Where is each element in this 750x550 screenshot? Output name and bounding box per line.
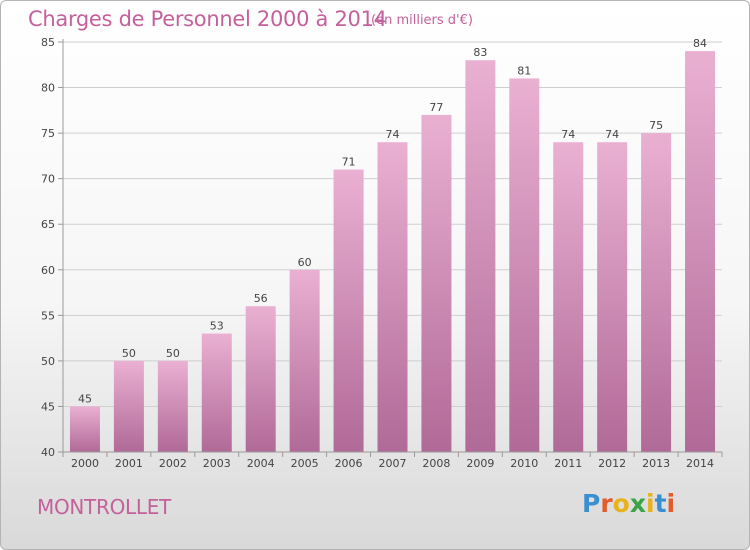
x-tick-label: 2002 bbox=[159, 457, 187, 470]
x-tick-label: 2013 bbox=[642, 457, 670, 470]
x-tick-label: 2004 bbox=[247, 457, 275, 470]
proxiti-logo[interactable]: Proxiti bbox=[582, 489, 675, 518]
bar-2008[interactable] bbox=[421, 114, 452, 452]
bar-value-label: 50 bbox=[122, 347, 136, 360]
bar-2003[interactable] bbox=[201, 333, 232, 452]
x-tick-label: 2011 bbox=[554, 457, 582, 470]
x-tick-label: 2006 bbox=[335, 457, 363, 470]
x-tick-label: 2001 bbox=[115, 457, 143, 470]
labels: 40 45 50 55 60 65 70 75 80 85 45 2000 50 2001 50 2002 53… bbox=[41, 36, 714, 470]
bar-value-label: 56 bbox=[254, 292, 268, 305]
bar-2006[interactable] bbox=[333, 169, 364, 453]
x-tick-label: 2012 bbox=[598, 457, 626, 470]
axes bbox=[58, 39, 723, 457]
x-tick-label: 2014 bbox=[686, 457, 714, 470]
bar-2001[interactable] bbox=[113, 360, 144, 452]
logo-letter: x bbox=[629, 489, 646, 518]
logo-letter: o bbox=[612, 489, 630, 518]
x-tick-label: 2008 bbox=[422, 457, 450, 470]
logo-letter: i bbox=[666, 489, 676, 518]
bar-value-label: 74 bbox=[605, 128, 619, 141]
x-tick-label: 2009 bbox=[466, 457, 494, 470]
y-tick-label: 85 bbox=[41, 36, 55, 49]
bar-2000[interactable] bbox=[69, 406, 100, 452]
y-tick-label: 45 bbox=[41, 400, 55, 413]
bar-2011[interactable] bbox=[553, 142, 584, 452]
bar-2014[interactable] bbox=[685, 51, 716, 452]
bar-value-label: 50 bbox=[166, 347, 180, 360]
bar-2002[interactable] bbox=[157, 360, 188, 452]
logo-letter: r bbox=[600, 489, 613, 518]
bar-2013[interactable] bbox=[641, 133, 672, 452]
chart-subtitle: (en milliers d'€) bbox=[371, 13, 473, 28]
bar-2004[interactable] bbox=[245, 306, 276, 452]
x-tick-label: 2010 bbox=[510, 457, 538, 470]
x-tick-label: 2003 bbox=[203, 457, 231, 470]
bar-value-label: 84 bbox=[693, 37, 707, 50]
y-tick-label: 80 bbox=[41, 82, 55, 95]
y-tick-label: 75 bbox=[41, 127, 55, 140]
bar-value-label: 83 bbox=[473, 46, 487, 59]
bar-value-label: 71 bbox=[342, 156, 356, 169]
bar-2012[interactable] bbox=[597, 142, 628, 452]
bar-value-label: 81 bbox=[517, 64, 531, 77]
bar-2010[interactable] bbox=[509, 78, 540, 452]
logo-letter: i bbox=[646, 489, 655, 518]
y-tick-label: 55 bbox=[41, 309, 55, 322]
bar-value-label: 74 bbox=[386, 128, 400, 141]
bar-value-label: 75 bbox=[649, 119, 663, 132]
bar-2009[interactable] bbox=[465, 60, 496, 452]
bar-value-label: 60 bbox=[298, 256, 312, 269]
y-tick-label: 50 bbox=[41, 355, 55, 368]
y-tick-label: 65 bbox=[41, 218, 55, 231]
bar-value-label: 77 bbox=[429, 101, 443, 114]
x-tick-label: 2007 bbox=[379, 457, 407, 470]
y-tick-label: 40 bbox=[41, 446, 55, 459]
bar-2007[interactable] bbox=[377, 142, 408, 452]
bar-value-label: 53 bbox=[210, 320, 224, 333]
chart-title: Charges de Personnel 2000 à 2014 bbox=[28, 7, 387, 31]
y-tick-label: 70 bbox=[41, 173, 55, 186]
commune-name: MONTROLLET bbox=[37, 495, 171, 519]
x-tick-label: 2005 bbox=[291, 457, 319, 470]
y-tick-label: 60 bbox=[41, 264, 55, 277]
bar-2005[interactable] bbox=[289, 269, 320, 452]
logo-letter: t bbox=[654, 489, 667, 518]
bars bbox=[69, 51, 716, 453]
bar-value-label: 74 bbox=[561, 128, 575, 141]
logo-letter: P bbox=[582, 489, 601, 518]
x-tick-label: 2000 bbox=[71, 457, 99, 470]
bar-value-label: 45 bbox=[78, 392, 92, 405]
